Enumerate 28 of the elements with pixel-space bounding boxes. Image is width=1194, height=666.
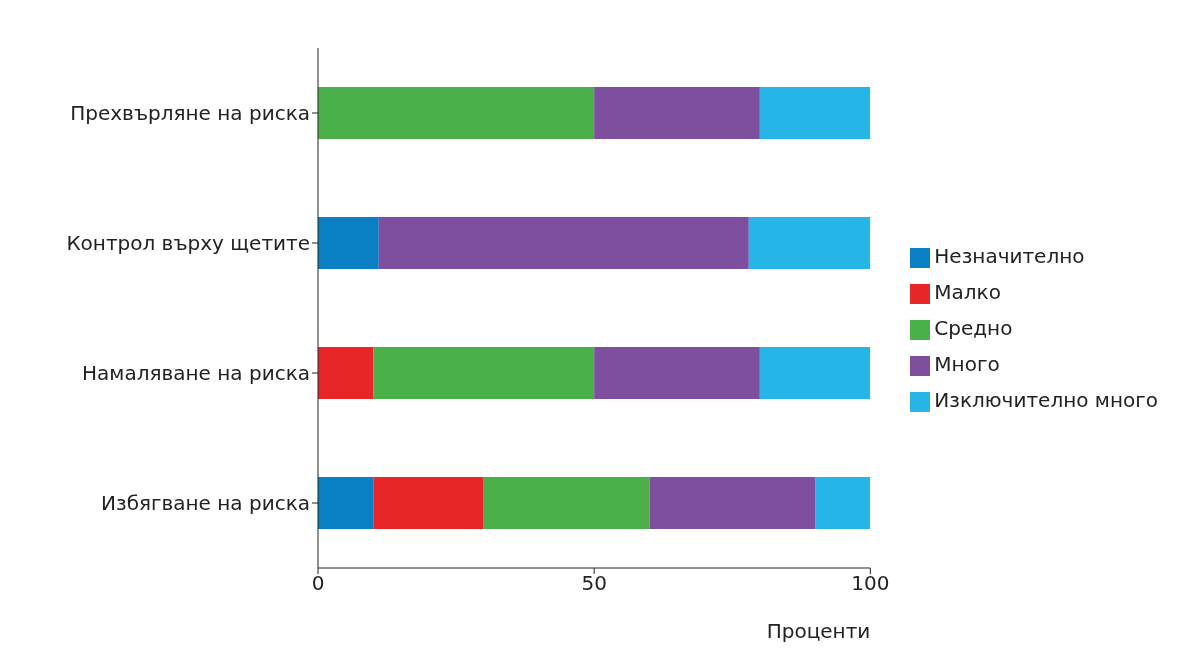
bar bbox=[318, 347, 374, 399]
bar bbox=[594, 347, 760, 399]
x-tick-label: 50 bbox=[581, 571, 607, 596]
x-tick-label: 100 bbox=[851, 571, 890, 596]
legend-label: Малко bbox=[934, 280, 1001, 304]
y-tick-label: Избягване на риска bbox=[101, 491, 310, 516]
bar bbox=[483, 477, 650, 529]
bar bbox=[594, 87, 760, 139]
legend-label: Много bbox=[934, 352, 1000, 376]
bar bbox=[318, 87, 595, 139]
bar bbox=[759, 87, 871, 139]
bar bbox=[815, 477, 871, 529]
y-tick-label: Намаляване на риска bbox=[82, 361, 310, 386]
legend-label: Изключително много bbox=[934, 388, 1158, 412]
y-tick-label: Прехвърляне на риска bbox=[70, 101, 310, 126]
legend-label: Незначително bbox=[934, 244, 1085, 268]
bar bbox=[649, 477, 816, 529]
bar bbox=[378, 217, 749, 269]
bar bbox=[373, 477, 484, 529]
bar bbox=[759, 347, 871, 399]
bar bbox=[373, 347, 595, 399]
bar bbox=[748, 217, 871, 269]
x-tick-label: 0 bbox=[311, 571, 325, 596]
bar bbox=[318, 217, 379, 269]
x-axis-title: Проценти bbox=[766, 619, 871, 643]
legend-label: Средно bbox=[934, 316, 1013, 340]
y-tick-label: Контрол върху щетите bbox=[66, 231, 310, 256]
bar bbox=[318, 477, 374, 529]
